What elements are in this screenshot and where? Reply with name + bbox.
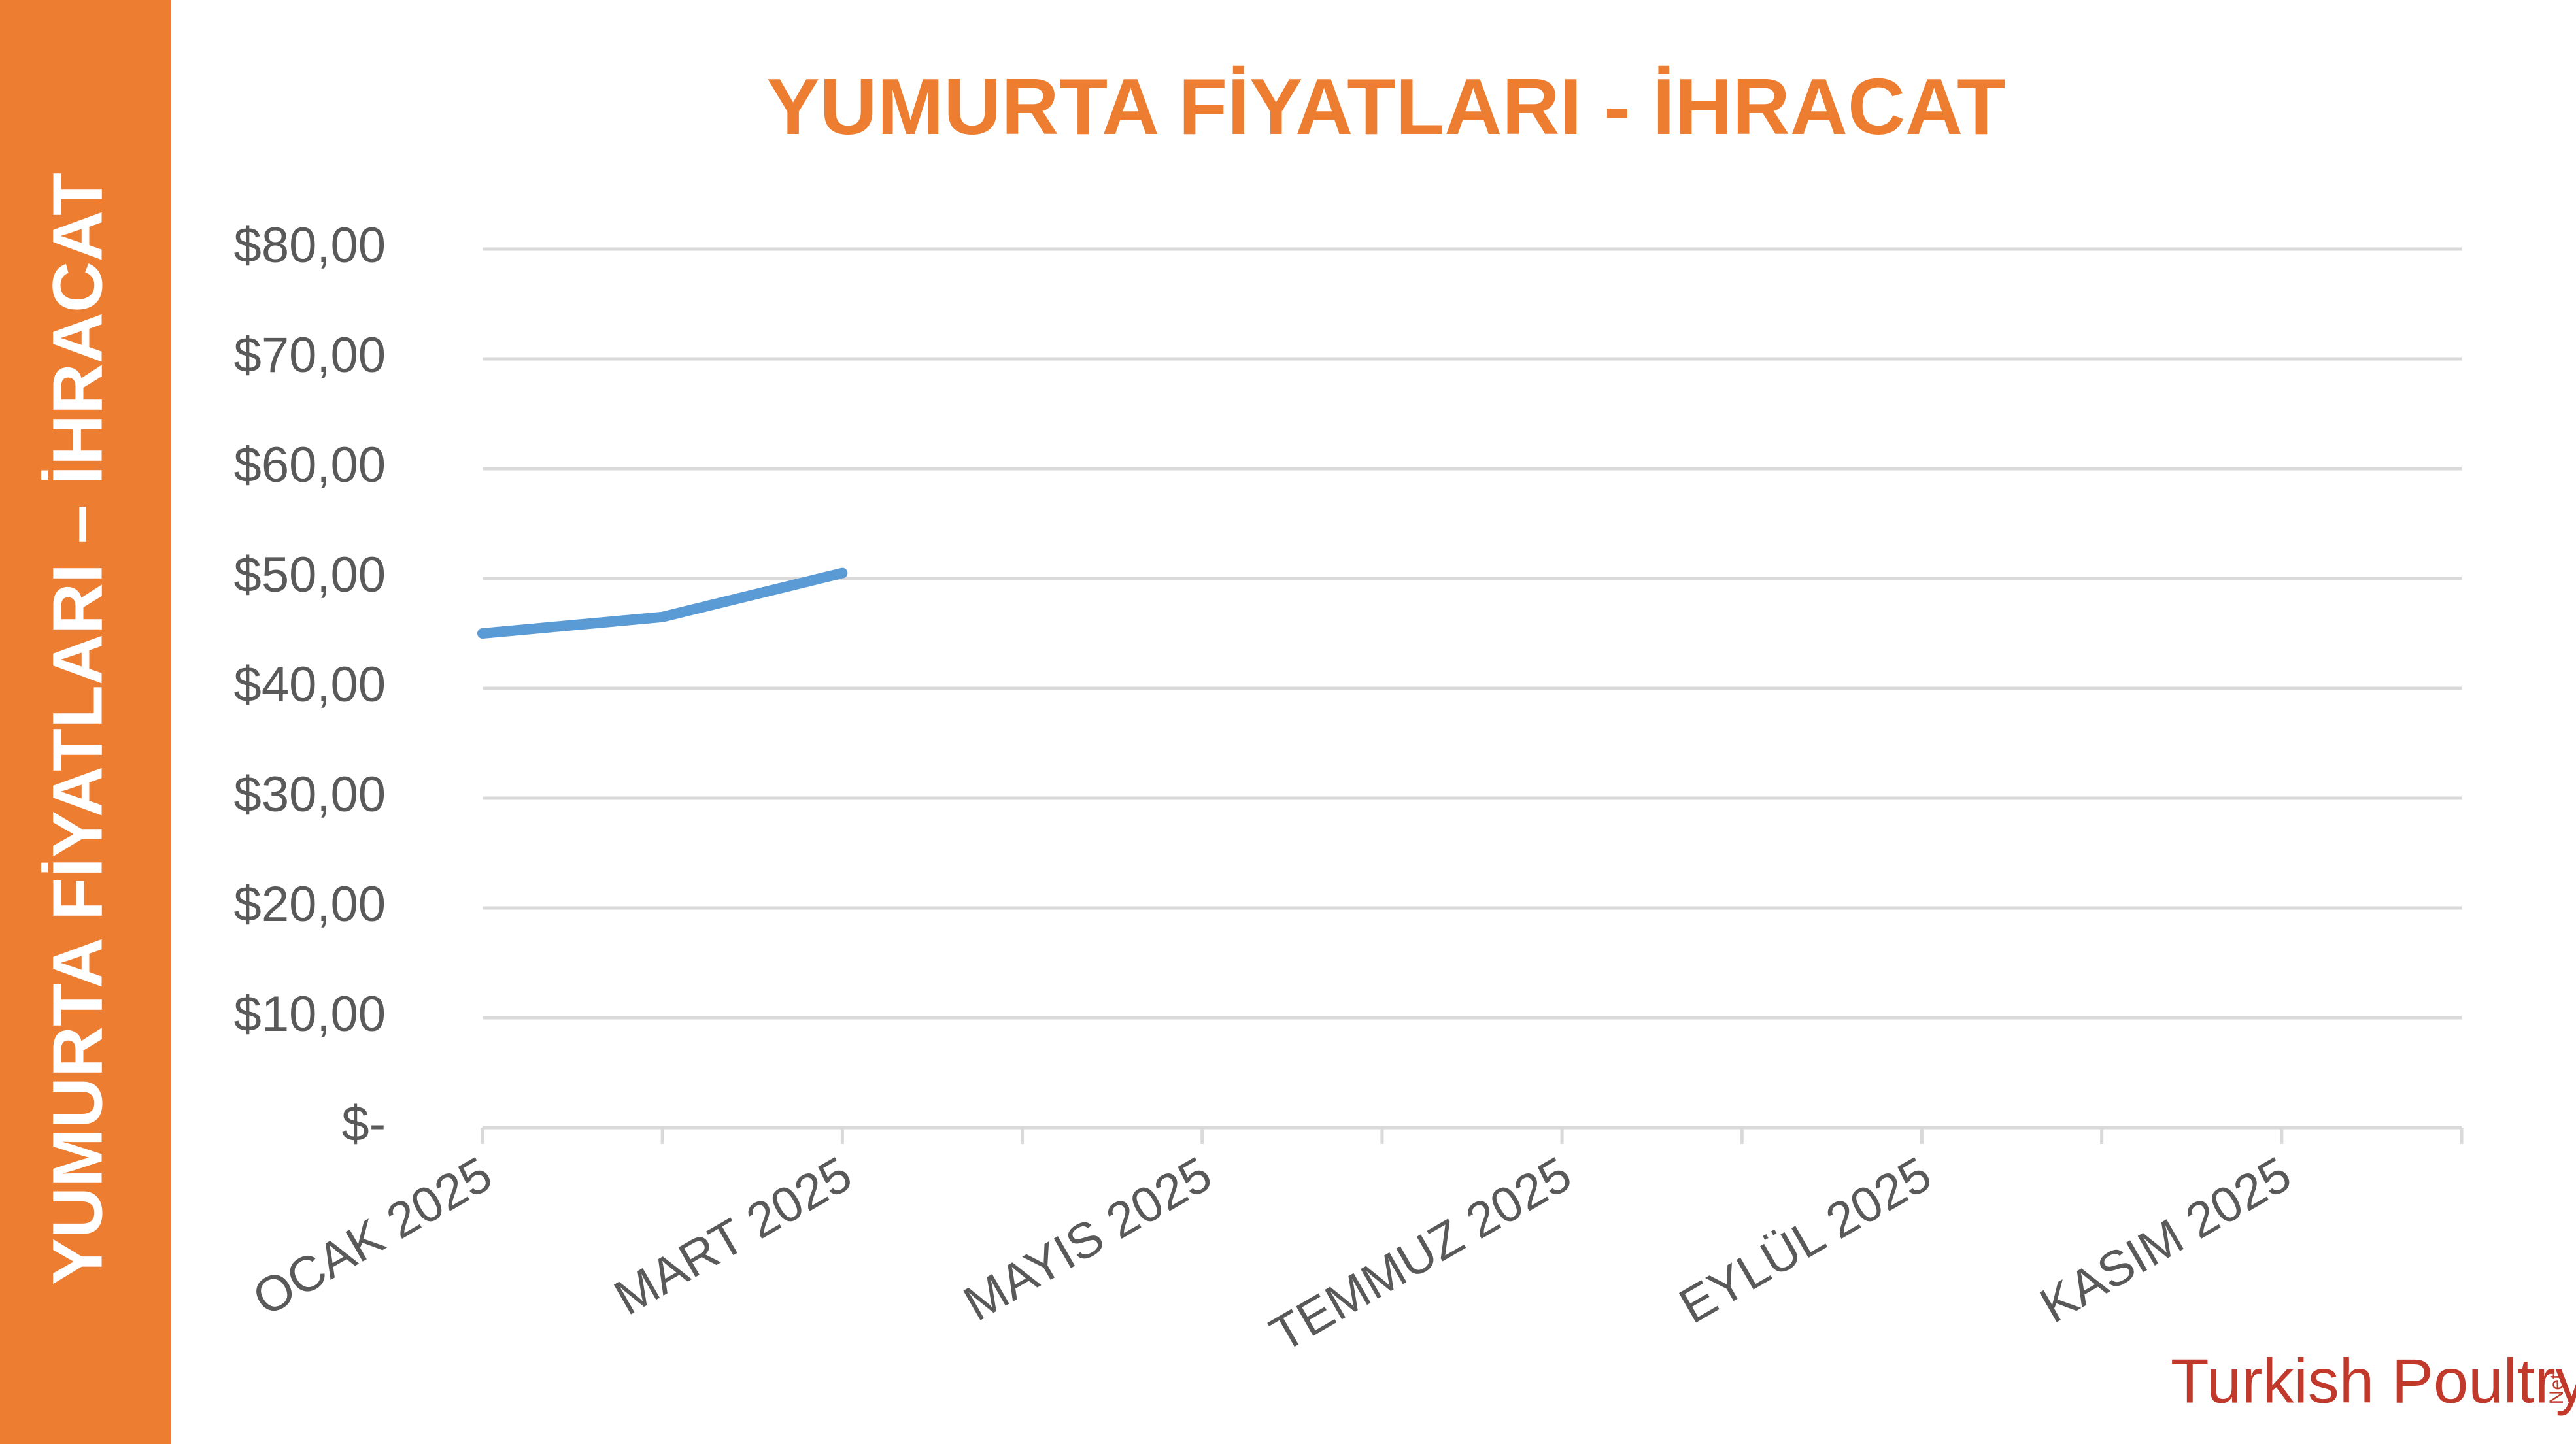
y-tick-label: $60,00 — [234, 437, 386, 493]
sidebar-title: YUMURTA FİYATLARI – İHRACAT — [38, 173, 117, 1285]
logo-suffix: Net — [2546, 1373, 2568, 1404]
y-tick-label: $80,00 — [234, 218, 386, 273]
sidebar — [0, 0, 171, 1444]
logo-brand: Turkish Poultry — [2171, 1346, 2576, 1416]
y-tick-label: $30,00 — [234, 767, 386, 822]
y-tick-label: $50,00 — [234, 547, 386, 603]
y-tick-label: $10,00 — [234, 986, 386, 1042]
y-tick-label: $40,00 — [234, 657, 386, 713]
y-tick-label: $- — [341, 1096, 386, 1152]
y-tick-label: $70,00 — [234, 327, 386, 383]
data-line — [477, 567, 848, 639]
chart-title: YUMURTA FİYATLARI - İHRACAT — [766, 62, 2005, 151]
y-tick-label: $20,00 — [234, 877, 386, 932]
